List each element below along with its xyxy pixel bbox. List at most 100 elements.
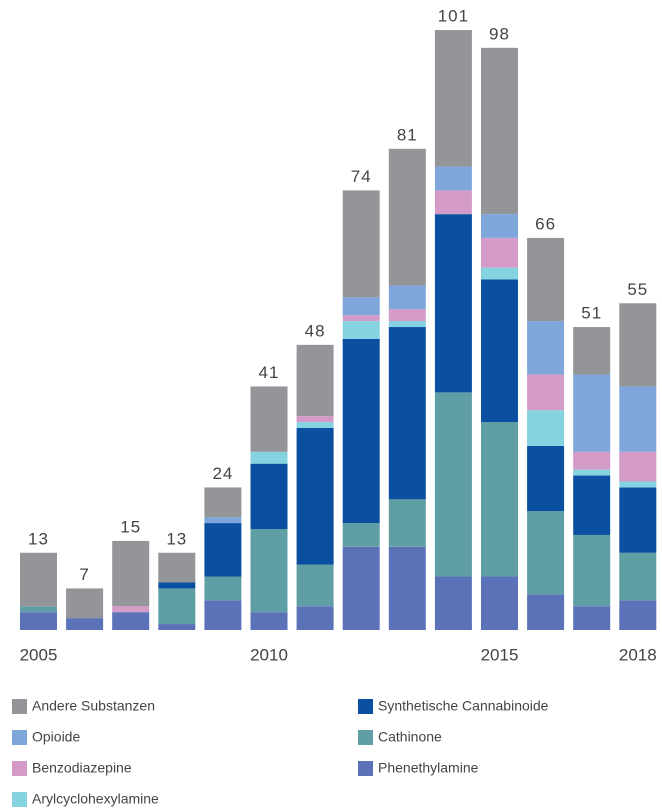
bar-segment (342, 321, 380, 339)
bar-segment (388, 148, 426, 286)
x-tick-label: 2005 (20, 645, 58, 664)
bar-segment (388, 499, 426, 547)
bar-segment (619, 552, 657, 601)
total-label: 81 (397, 125, 418, 144)
bar-segment (66, 618, 104, 630)
bar-segment (342, 338, 380, 524)
bar-segment (158, 588, 196, 625)
bar-segment (527, 374, 565, 411)
legend-swatch (12, 792, 27, 807)
bar-segment (434, 576, 472, 630)
bar-segment (204, 576, 242, 601)
bar-segment (158, 552, 196, 583)
legend-swatch (358, 761, 373, 776)
bar-segment (434, 190, 472, 215)
bar-segment (342, 315, 380, 322)
bar-segment (20, 552, 57, 607)
bar-segment (112, 612, 150, 630)
bar-segment (619, 451, 657, 482)
bar-segment (296, 422, 334, 429)
bar-segment (204, 600, 242, 630)
legend-label: Arylcyclohexylamine (32, 791, 159, 807)
bar-segment (619, 481, 657, 488)
bar-segment (342, 297, 380, 316)
bar-segment (434, 392, 472, 577)
bar-segment (388, 321, 426, 328)
bar-segment (573, 451, 611, 470)
legend-label: Cathinone (378, 729, 442, 745)
bar-segment (573, 469, 611, 476)
bar-segment (204, 517, 242, 524)
bar-segment (527, 321, 565, 375)
bar-segment (619, 386, 657, 452)
bar-segment (527, 594, 565, 630)
bar-segment (527, 410, 565, 446)
bar-segment (250, 529, 288, 613)
legend-swatch (358, 699, 373, 714)
bar-segment (481, 267, 518, 280)
bar-segment (434, 166, 472, 191)
bar-segment (481, 279, 518, 423)
bar-segment (250, 612, 288, 630)
bar-segment (342, 546, 380, 630)
total-label: 24 (212, 464, 233, 483)
total-label: 66 (535, 214, 556, 233)
bar-segment (388, 546, 426, 630)
bar-segment (388, 309, 426, 322)
bar-segment (296, 428, 334, 565)
bar-segment (573, 475, 611, 535)
legend-swatch (12, 761, 27, 776)
bar-segment (250, 386, 288, 452)
total-label: 101 (438, 6, 469, 25)
bar-segment (158, 624, 196, 630)
bar-segment (573, 606, 611, 630)
bar-segment (158, 582, 196, 589)
total-label: 15 (120, 517, 141, 536)
bar-segment (250, 463, 288, 530)
total-label: 13 (28, 529, 49, 548)
total-label: 7 (79, 565, 89, 584)
bar-segment (573, 534, 611, 607)
x-tick-label: 2018 (619, 645, 657, 664)
bar-segment (481, 47, 518, 215)
total-label: 48 (305, 321, 326, 340)
bar-segment (342, 190, 380, 298)
legend-label: Andere Substanzen (32, 698, 155, 714)
bar-segment (296, 564, 334, 607)
bar-segment (112, 606, 150, 613)
total-label: 74 (351, 167, 372, 186)
total-label: 51 (581, 304, 602, 323)
bar-segment (527, 445, 565, 512)
bar-segment (619, 487, 657, 553)
total-label: 41 (259, 363, 280, 382)
bar-segment (619, 303, 657, 387)
bar-segment (481, 576, 518, 630)
bar-segment (527, 511, 565, 595)
total-label: 98 (489, 24, 510, 43)
bar-segment (573, 327, 611, 375)
bar-segment (112, 540, 150, 607)
bar-segment (573, 374, 611, 452)
bar-segment (481, 214, 518, 238)
x-tick-label: 2015 (481, 645, 519, 664)
bar-segment (296, 416, 334, 423)
x-tick-label: 2010 (250, 645, 288, 664)
bar-segment (250, 451, 288, 464)
bar-segment (481, 237, 518, 268)
bar-segment (296, 606, 334, 630)
bar-segment (342, 523, 380, 547)
total-label: 55 (627, 280, 648, 299)
bar-segment (434, 214, 472, 393)
legend-swatch (12, 699, 27, 714)
legend-label: Opioide (32, 729, 80, 745)
bar-segment (388, 285, 426, 310)
bar-segment (296, 344, 334, 417)
bar-segment (20, 612, 57, 630)
bar-segment (66, 588, 104, 619)
legend-label: Synthetische Cannabinoide (378, 698, 549, 714)
legend-swatch (358, 730, 373, 745)
bar-segment (204, 487, 242, 518)
legend-label: Benzodiazepine (32, 760, 132, 776)
total-label: 13 (166, 529, 187, 548)
